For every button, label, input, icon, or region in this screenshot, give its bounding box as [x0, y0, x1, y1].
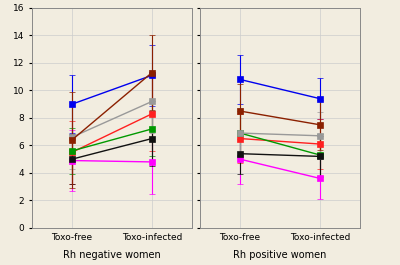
X-axis label: Rh positive women: Rh positive women	[233, 250, 327, 260]
X-axis label: Rh negative women: Rh negative women	[63, 250, 161, 260]
